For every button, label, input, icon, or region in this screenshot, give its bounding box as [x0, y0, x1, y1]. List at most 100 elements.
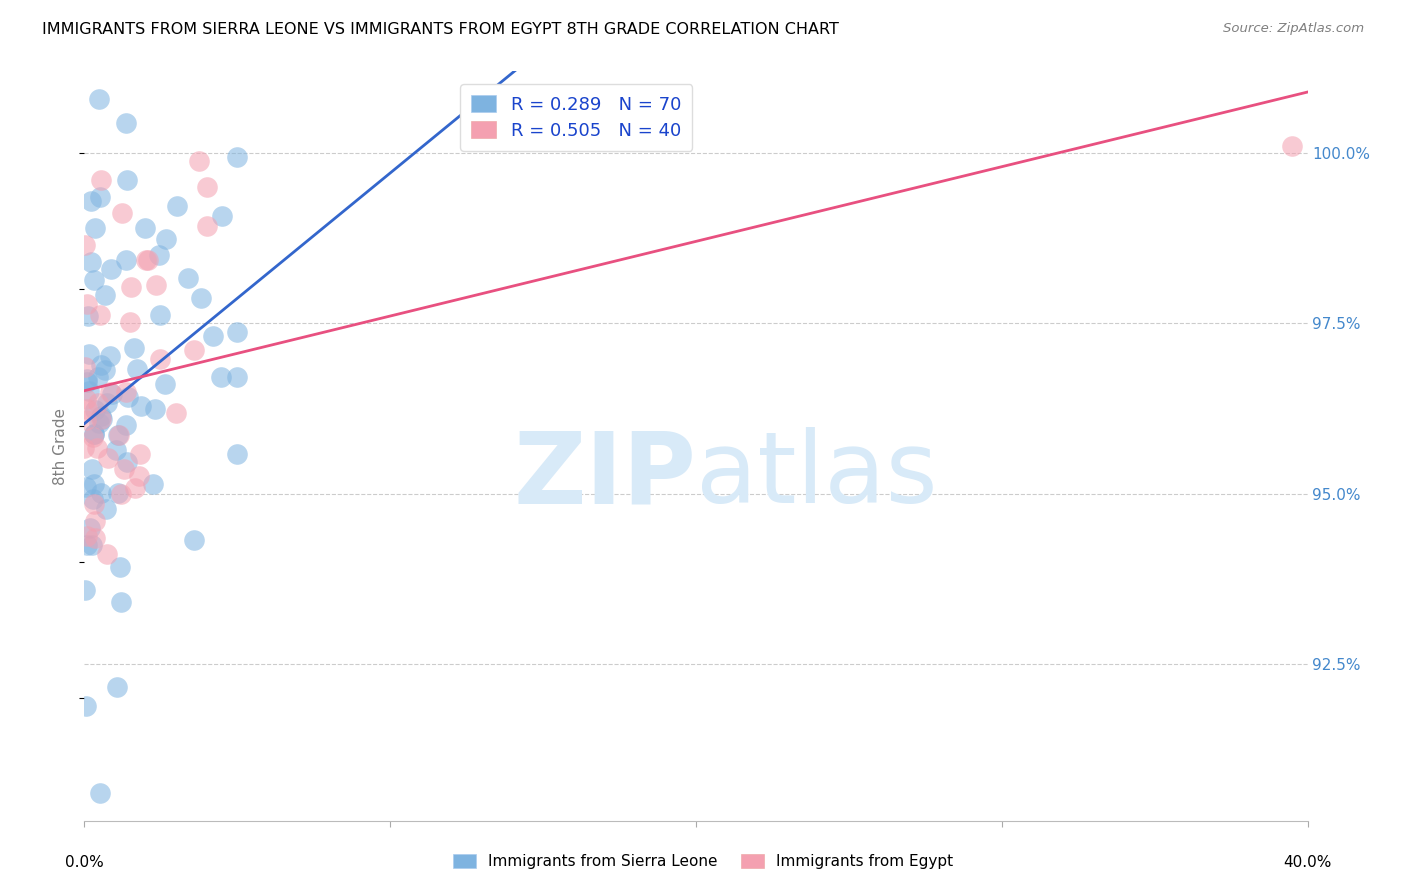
- Point: [112, 461, 135, 475]
- Point: [90, 173, 112, 187]
- Point: [89, 308, 111, 322]
- Point: [83, 402, 105, 417]
- Point: [187, 153, 209, 168]
- Point: [226, 150, 249, 164]
- Point: [90, 485, 112, 500]
- Point: [82, 491, 104, 506]
- Point: [128, 469, 150, 483]
- Point: [183, 343, 205, 357]
- Point: [120, 279, 142, 293]
- Point: [120, 315, 142, 329]
- Point: [149, 308, 172, 322]
- Point: [1281, 139, 1303, 153]
- Point: [83, 531, 105, 545]
- Point: [142, 476, 165, 491]
- Point: [89, 786, 111, 800]
- Point: [86, 441, 108, 455]
- Point: [77, 347, 100, 361]
- Point: [90, 411, 112, 425]
- Point: [195, 179, 218, 194]
- Point: [165, 406, 187, 420]
- Point: [75, 480, 97, 494]
- Point: [183, 533, 205, 547]
- Point: [107, 486, 129, 500]
- Point: [104, 443, 127, 458]
- Point: [77, 309, 100, 323]
- Point: [124, 481, 146, 495]
- Point: [89, 190, 111, 204]
- Point: [76, 529, 98, 543]
- Point: [76, 698, 98, 713]
- Point: [149, 351, 172, 366]
- Point: [82, 430, 104, 444]
- Point: [110, 594, 132, 608]
- Point: [107, 680, 129, 694]
- Text: Source: ZipAtlas.com: Source: ZipAtlas.com: [1223, 22, 1364, 36]
- Point: [98, 349, 121, 363]
- Point: [155, 232, 177, 246]
- Point: [90, 358, 112, 372]
- Point: [148, 248, 170, 262]
- Point: [83, 426, 105, 441]
- Point: [127, 362, 149, 376]
- Point: [101, 387, 124, 401]
- Point: [209, 370, 232, 384]
- Point: [135, 252, 157, 267]
- Point: [87, 92, 110, 106]
- Point: [94, 502, 117, 516]
- Point: [122, 342, 145, 356]
- Point: [83, 273, 105, 287]
- Point: [155, 377, 177, 392]
- Point: [76, 539, 98, 553]
- Point: [93, 363, 115, 377]
- Point: [83, 477, 105, 491]
- Point: [79, 520, 101, 534]
- Point: [76, 402, 98, 417]
- Point: [80, 255, 103, 269]
- Point: [115, 116, 138, 130]
- Point: [100, 385, 122, 400]
- Text: atlas: atlas: [696, 427, 938, 524]
- Text: 40.0%: 40.0%: [1284, 855, 1331, 870]
- Point: [76, 376, 98, 390]
- Point: [115, 455, 138, 469]
- Point: [77, 384, 100, 399]
- Point: [117, 173, 139, 187]
- Point: [195, 219, 218, 233]
- Point: [115, 252, 138, 267]
- Point: [76, 372, 98, 386]
- Point: [82, 462, 104, 476]
- Point: [76, 297, 98, 311]
- Point: [143, 402, 166, 417]
- Point: [108, 428, 131, 442]
- Point: [114, 418, 136, 433]
- Legend: Immigrants from Sierra Leone, Immigrants from Egypt: Immigrants from Sierra Leone, Immigrants…: [447, 848, 959, 875]
- Point: [96, 395, 118, 409]
- Point: [110, 559, 132, 574]
- Point: [83, 497, 105, 511]
- Point: [87, 370, 110, 384]
- Point: [128, 447, 150, 461]
- Point: [84, 514, 107, 528]
- Point: [117, 390, 139, 404]
- Point: [134, 221, 156, 235]
- Point: [96, 547, 118, 561]
- Point: [100, 261, 122, 276]
- Point: [129, 400, 152, 414]
- Point: [145, 278, 167, 293]
- Point: [226, 447, 249, 461]
- Y-axis label: 8th Grade: 8th Grade: [53, 408, 69, 484]
- Point: [91, 412, 114, 426]
- Point: [75, 392, 97, 407]
- Legend: R = 0.289   N = 70, R = 0.505   N = 40: R = 0.289 N = 70, R = 0.505 N = 40: [460, 84, 692, 151]
- Point: [82, 539, 104, 553]
- Point: [166, 199, 188, 213]
- Point: [73, 238, 96, 252]
- Point: [83, 427, 105, 442]
- Text: 0.0%: 0.0%: [65, 855, 104, 870]
- Text: IMMIGRANTS FROM SIERRA LEONE VS IMMIGRANTS FROM EGYPT 8TH GRADE CORRELATION CHAR: IMMIGRANTS FROM SIERRA LEONE VS IMMIGRAN…: [42, 22, 839, 37]
- Text: ZIP: ZIP: [513, 427, 696, 524]
- Point: [89, 416, 111, 430]
- Point: [110, 486, 132, 500]
- Point: [190, 291, 212, 305]
